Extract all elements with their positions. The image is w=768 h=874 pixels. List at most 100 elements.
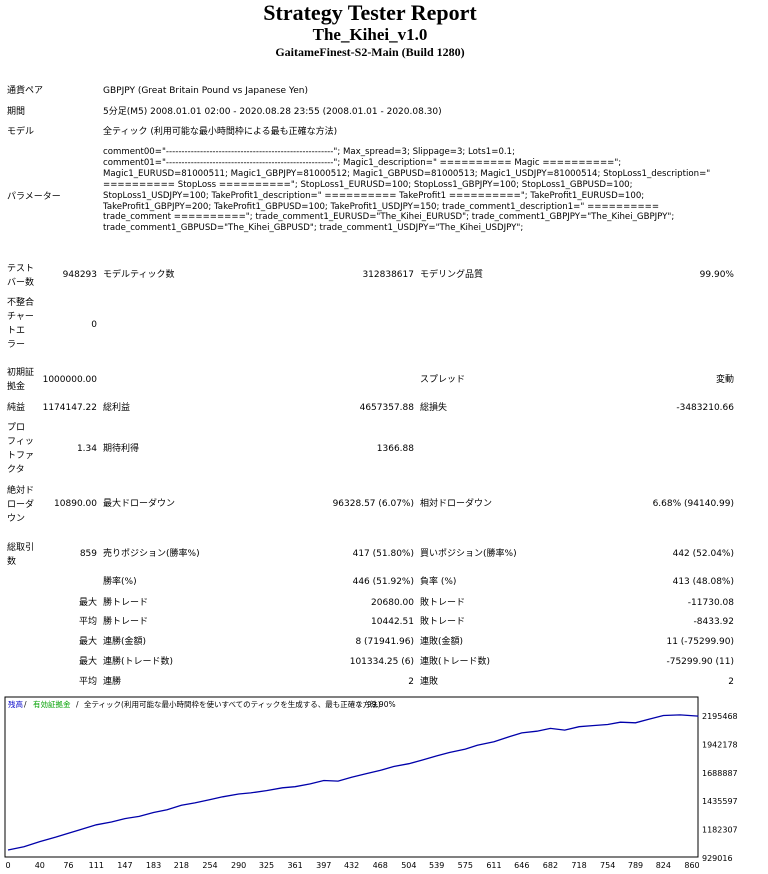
legend-balance: 残高 bbox=[8, 699, 23, 709]
max-dd-label: 最大ドローダウン bbox=[103, 499, 176, 509]
y-tick-label: 929016 bbox=[702, 854, 733, 863]
params-line: Magic1_EURUSD=81000511; Magic1_GBPJPY=81… bbox=[103, 168, 711, 179]
win-rate-value: 446 (51.92%) bbox=[352, 577, 414, 587]
x-axis: 0 40 76 111 147 183 218 254 290 325 361 397 432 468 50… bbox=[5, 861, 699, 870]
chart-legend: 残高 / 有効証拠金 / 全ティック(利用可能な最小時間枠を使いすべてのティック… bbox=[8, 699, 396, 709]
params-line: comment01="-----------------------------… bbox=[103, 157, 622, 168]
ticks-label: モデルティック数 bbox=[103, 270, 175, 280]
x-tick-label: 325 bbox=[259, 861, 274, 870]
quality-value: 99.90% bbox=[699, 270, 734, 280]
mismatch-value: 0 bbox=[91, 320, 97, 330]
server-name: GaitameFinest-S2-Main (Build 1280) bbox=[275, 45, 465, 59]
deposit-label: 初期証 拠金 bbox=[7, 368, 35, 392]
x-tick-label: 504 bbox=[401, 861, 416, 870]
legend-quality: 99.90% bbox=[367, 700, 396, 709]
deposit-value: 1000000.00 bbox=[42, 375, 97, 385]
x-tick-label: 147 bbox=[117, 861, 132, 870]
y-tick-label: 1688887 bbox=[702, 769, 738, 778]
gross-profit-label: 総利益 bbox=[103, 403, 131, 413]
total-label: 総取引数 bbox=[7, 543, 35, 567]
x-tick-label: 254 bbox=[202, 861, 217, 870]
pf-label: プロ フィッ トファ クタ bbox=[7, 423, 35, 475]
x-tick-label: 468 bbox=[373, 861, 388, 870]
symbol-value: GBPJPY (Great Britain Pound vs Japanese … bbox=[103, 86, 308, 96]
max-label: 最大 bbox=[78, 657, 97, 667]
avg-loss-value: -8433.92 bbox=[693, 617, 734, 627]
x-tick-label: 860 bbox=[684, 861, 699, 870]
x-tick-label: 824 bbox=[656, 861, 671, 870]
x-tick-label: 361 bbox=[287, 861, 302, 870]
max-dd-value: 96328.57 (6.07%) bbox=[332, 499, 414, 509]
gross-loss-value: -3483210.66 bbox=[676, 403, 734, 413]
x-tick-label: 718 bbox=[571, 861, 586, 870]
params-line: trade_comment1_GBPUSD="The_Kihei_GBPUSD"… bbox=[103, 223, 524, 234]
short-label: 売りポジション(勝率%) bbox=[103, 549, 200, 559]
x-tick-label: 789 bbox=[628, 861, 643, 870]
model-label: モデル bbox=[7, 127, 35, 137]
long-value: 442 (52.04%) bbox=[672, 549, 734, 559]
x-tick-label: 682 bbox=[543, 861, 558, 870]
params-line: ========== StopLoss =========="; StopLos… bbox=[103, 179, 633, 190]
params-line: trade_comment =========="; trade_comment… bbox=[103, 212, 675, 223]
avg-consec-losses-value: 2 bbox=[728, 677, 734, 687]
x-tick-label: 218 bbox=[174, 861, 189, 870]
largest-win-label: 勝トレード bbox=[103, 598, 149, 608]
abs-dd-value: 10890.00 bbox=[54, 499, 97, 509]
legend-separator: / bbox=[24, 700, 27, 709]
consec-wins-value: 8 (71941.96) bbox=[355, 637, 414, 647]
balance-chart: 残高 / 有効証拠金 / 全ティック(利用可能な最小時間枠を使いすべてのティック… bbox=[4, 696, 738, 870]
rel-dd-label: 相対ドローダウン bbox=[420, 499, 493, 509]
avg-consec-losses-label: 連敗 bbox=[420, 677, 439, 687]
ticks-value: 312838617 bbox=[362, 270, 414, 280]
x-tick-label: 397 bbox=[316, 861, 331, 870]
max-label: 最大 bbox=[78, 637, 97, 647]
balance-line bbox=[7, 714, 699, 851]
pf-value: 1.34 bbox=[76, 444, 97, 454]
ea-name: The_Kihei_v1.0 bbox=[312, 25, 428, 44]
loss-rate-label: 負率 (%) bbox=[420, 577, 457, 587]
params-label: パラメーター bbox=[7, 192, 61, 202]
net-label: 純益 bbox=[7, 403, 26, 413]
x-tick-label: 76 bbox=[63, 861, 73, 870]
consec-losses-label: 連敗(金額) bbox=[420, 637, 464, 647]
model-value: 全ティック (利用可能な最小時間枠による最も正確な方法) bbox=[103, 127, 338, 137]
x-tick-label: 754 bbox=[600, 861, 615, 870]
x-tick-label: 0 bbox=[5, 861, 10, 870]
long-label: 買いポジション(勝率%) bbox=[420, 549, 517, 559]
x-tick-label: 646 bbox=[514, 861, 529, 870]
report-title: Strategy Tester Report bbox=[263, 0, 477, 25]
params-line: StopLoss1_USDJPY=100; TakeProfit1_descri… bbox=[103, 190, 645, 201]
params-line: TakeProfit1_GBPJPY=200; TakeProfit1_GBPU… bbox=[103, 201, 660, 212]
avg-win-value: 10442.51 bbox=[371, 617, 414, 627]
largest-loss-label: 敗トレード bbox=[420, 598, 466, 608]
x-tick-label: 611 bbox=[486, 861, 501, 870]
spread-label: スプレッド bbox=[420, 375, 466, 385]
avg-loss-label: 敗トレード bbox=[420, 617, 466, 627]
x-tick-label: 183 bbox=[146, 861, 161, 870]
expected-label: 期待利得 bbox=[103, 444, 140, 454]
params-line: comment00="-----------------------------… bbox=[103, 147, 516, 157]
legend-separator: / bbox=[358, 700, 361, 709]
consec-loss-value: -75299.90 (11) bbox=[666, 657, 734, 667]
x-tick-label: 432 bbox=[344, 861, 359, 870]
largest-loss-value: -11730.08 bbox=[687, 598, 734, 608]
gross-loss-label: 総損失 bbox=[420, 403, 448, 413]
avg-consec-wins-label: 連勝 bbox=[103, 677, 122, 687]
y-tick-label: 1182307 bbox=[702, 826, 738, 835]
x-tick-label: 575 bbox=[458, 861, 473, 870]
largest-win-value: 20680.00 bbox=[371, 598, 414, 608]
consec-loss-label: 連敗(トレード数) bbox=[420, 657, 491, 667]
period-label: 期間 bbox=[7, 107, 26, 117]
x-tick-label: 111 bbox=[89, 861, 104, 870]
net-value: 1174147.22 bbox=[42, 403, 97, 413]
consec-profit-value: 101334.25 (6) bbox=[349, 657, 414, 667]
legend-volume: 有効証拠金 bbox=[33, 699, 71, 709]
avg-consec-wins-value: 2 bbox=[408, 677, 414, 687]
avg-win-label: 勝トレード bbox=[103, 617, 149, 627]
legend-separator: / bbox=[76, 700, 79, 709]
x-tick-label: 290 bbox=[231, 861, 246, 870]
period-value: 5分足(M5) 2008.01.01 02:00 - 2020.08.28 23… bbox=[103, 107, 442, 117]
avg-label: 平均 bbox=[78, 617, 97, 627]
y-tick-label: 1942178 bbox=[702, 740, 738, 749]
bars-value: 948293 bbox=[62, 270, 97, 280]
